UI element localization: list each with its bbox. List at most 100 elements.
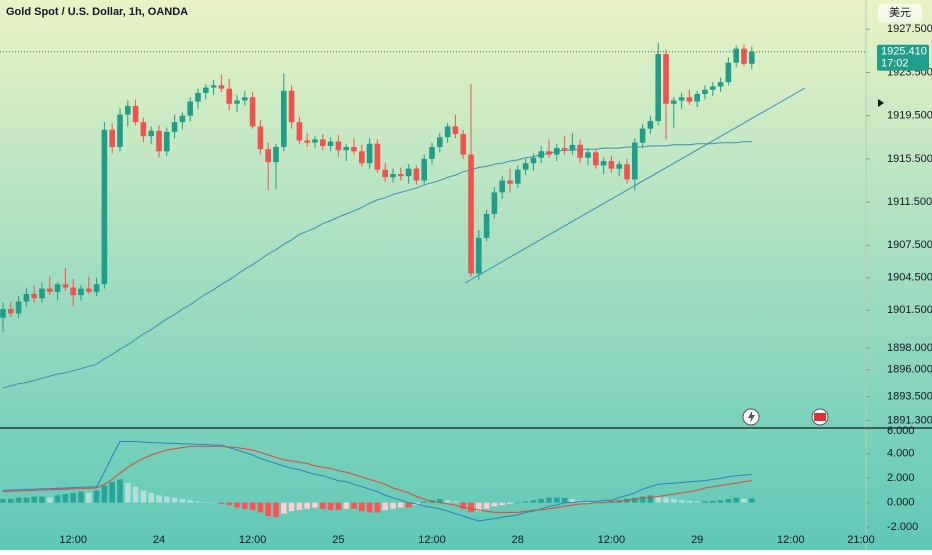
candle-body: [70, 287, 76, 296]
candle-body: [499, 180, 505, 193]
histogram-bar: [725, 498, 732, 503]
candle-body: [421, 158, 427, 181]
histogram-bar: [359, 502, 365, 512]
histogram-bar: [320, 502, 326, 509]
scroll-arrow[interactable]: [878, 99, 884, 107]
candle-body: [561, 148, 568, 151]
histogram-bar: [15, 497, 22, 503]
histogram-bar: [741, 498, 747, 503]
candle-body: [686, 97, 693, 102]
histogram-bar: [382, 502, 388, 510]
candle-body: [187, 101, 193, 116]
y-tick-label: 1901.500: [887, 304, 932, 316]
y-tick-label: 1911.500: [887, 196, 932, 208]
candle-body: [140, 122, 147, 137]
x-tick-label: 21:00: [847, 534, 875, 546]
candle-body: [304, 140, 310, 143]
histogram-bar: [710, 500, 716, 503]
candle-body: [125, 105, 131, 115]
candle-body: [577, 144, 583, 158]
histogram-bar: [749, 498, 755, 503]
candle-body: [554, 148, 560, 155]
candle-body: [101, 129, 108, 285]
candle-body: [335, 141, 342, 151]
y-tick-label: 1915.500: [887, 153, 932, 165]
trend-line: [464, 87, 806, 284]
candle-body: [288, 90, 295, 123]
candle-body: [203, 87, 209, 93]
candle-body: [632, 142, 638, 180]
histogram-bar: [398, 502, 404, 508]
candle-body: [390, 174, 396, 178]
histogram-bar: [132, 486, 139, 503]
histogram-bar: [47, 497, 53, 503]
candle-body: [218, 85, 225, 89]
candle-body: [210, 85, 217, 88]
chart-title: Gold Spot / U.S. Dollar, 1h, OANDA: [6, 6, 188, 18]
candle-body: [359, 151, 365, 164]
candle-body: [530, 157, 537, 164]
main-pane: [0, 43, 866, 389]
y-tick-label: 0.000: [887, 497, 915, 509]
histogram-bar: [39, 496, 45, 503]
candle-body: [156, 130, 162, 152]
candle-body: [460, 134, 466, 155]
candle-body: [374, 143, 381, 170]
macd-pane: [0, 441, 755, 522]
histogram-bar: [109, 481, 115, 503]
histogram-bar: [366, 502, 373, 513]
histogram-bar: [234, 502, 240, 508]
candle-body: [741, 48, 747, 64]
candle-body: [483, 214, 490, 238]
candle-body: [8, 309, 14, 314]
country-flag: [814, 413, 826, 421]
candle-body: [195, 92, 201, 102]
histogram-bar: [647, 495, 654, 503]
y-tick-label: -2.000: [887, 521, 918, 533]
last-price-box: [877, 44, 929, 71]
y-tick-label: 1898.000: [887, 342, 932, 354]
y-tick-label: 1893.500: [887, 391, 932, 403]
histogram-bar: [468, 502, 474, 513]
histogram-bar: [678, 500, 685, 503]
x-tick-label: 12:00: [777, 534, 805, 546]
x-tick-label: 28: [512, 534, 524, 546]
candle-body: [608, 161, 615, 169]
candle-body: [569, 144, 576, 151]
y-tick-label: 1919.500: [887, 110, 932, 122]
histogram-bar: [733, 497, 739, 503]
candle-body: [585, 152, 591, 158]
histogram-bar: [686, 500, 693, 503]
histogram-bar: [405, 502, 412, 508]
histogram-bar: [561, 497, 568, 503]
histogram-bar: [226, 502, 232, 506]
candle-body: [343, 146, 349, 151]
histogram-bar: [70, 492, 76, 503]
histogram-bar: [694, 501, 700, 503]
candle-body: [148, 130, 154, 137]
candle-body: [31, 293, 37, 299]
candle-body: [366, 143, 373, 164]
histogram-bar: [569, 498, 576, 503]
candle-body: [749, 51, 755, 64]
histogram-bar: [671, 498, 677, 503]
candle-body: [242, 97, 248, 101]
currency-button[interactable]: [878, 4, 922, 22]
candle-body: [647, 121, 654, 129]
histogram-bar: [507, 502, 513, 504]
candle-body: [468, 154, 474, 274]
histogram-bar: [249, 502, 256, 510]
histogram-bar: [663, 497, 669, 503]
histogram-bar: [125, 483, 131, 503]
histogram-bar: [101, 485, 108, 503]
candle-body: [93, 284, 100, 292]
histogram-bar: [538, 498, 544, 503]
y-tick-label: 2.000: [887, 472, 915, 484]
candle-body: [320, 139, 326, 146]
histogram-bar: [655, 496, 661, 503]
histogram-bar: [210, 502, 217, 504]
candle-body: [398, 174, 404, 177]
currency-label[interactable]: 美元: [889, 6, 911, 19]
candle-body: [491, 192, 498, 214]
